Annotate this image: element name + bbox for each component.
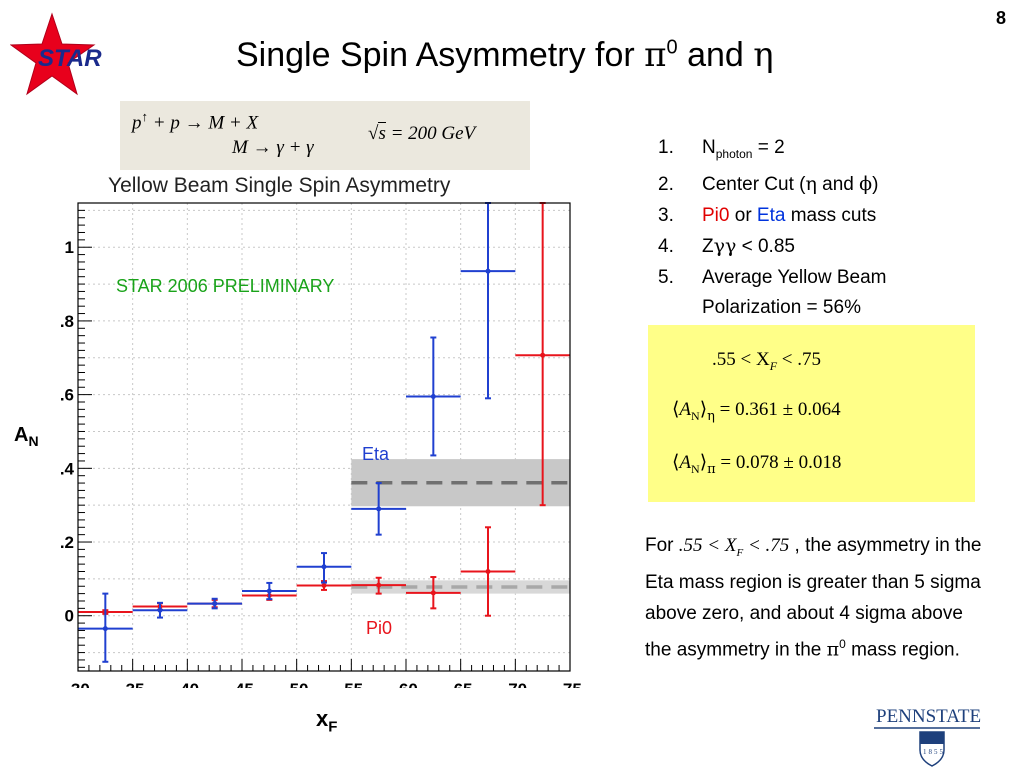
pi0-asymmetry-result: ⟨AN⟩π = 0.078 ± 0.018 <box>672 452 842 477</box>
series-layer <box>78 202 570 663</box>
x-tick-label-0: .30 <box>66 680 90 688</box>
eta-point-2 <box>187 597 242 610</box>
band-layer <box>351 459 570 594</box>
criterion-4: 4. Zγγ < 0.85 <box>658 235 795 258</box>
pi0-point-5 <box>351 576 406 595</box>
criterion-5: 5. Average Yellow Beam <box>658 266 887 288</box>
pi0-marker-8 <box>540 352 546 358</box>
eta-point-4 <box>296 552 352 584</box>
sqrt-s-formula: √s = 200 GeV <box>368 122 476 144</box>
x-tick-label-1: .35 <box>121 680 145 688</box>
pennstate-year: 1855 <box>923 748 945 756</box>
pennstate-wordmark: PENNSTATE <box>876 706 981 727</box>
criterion-3: 3. Pi0 or Eta mass cuts <box>658 204 877 226</box>
pi0-marker-6 <box>430 590 436 596</box>
eta-series-label: Eta <box>362 444 390 464</box>
chart-title: Yellow Beam Single Spin Asymmetry <box>108 174 451 197</box>
y-tick-label-4: 0.8 <box>60 312 74 331</box>
x-tick-label-7: .65 <box>449 680 473 688</box>
y-tick-label-1: 0.2 <box>60 533 74 552</box>
eta-point-1 <box>132 601 188 619</box>
pi0-marker-7 <box>485 569 491 575</box>
pi0-point-6 <box>406 576 461 610</box>
x-tick-label-3: .45 <box>230 680 254 688</box>
title-prefix: Single Spin Asymmetry for <box>236 36 645 74</box>
criterion-2: 2. Center Cut (η and ϕ) <box>658 173 879 196</box>
reaction-line-1: p↑ + p → M + X <box>132 109 259 134</box>
eta-marker-1 <box>157 607 163 613</box>
eta-point-0 <box>78 592 133 663</box>
pi0-marker-5 <box>376 582 382 588</box>
x-tick-label-8: .70 <box>504 680 528 688</box>
eta-marker-5 <box>376 506 382 512</box>
star-logo-text: STAR <box>38 45 102 72</box>
pennstate-logo: PENNSTATE 1855 <box>874 706 981 767</box>
eta-marker-3 <box>266 588 272 594</box>
eta-marker-4 <box>321 564 327 570</box>
pi0-marker-4 <box>321 583 327 589</box>
eta-marker-0 <box>102 626 108 632</box>
title-pi-sup: 0 <box>666 36 678 59</box>
x-tick-label-5: .55 <box>340 680 364 688</box>
slide-number: 8 <box>996 8 1007 28</box>
axes-frame <box>77 202 571 672</box>
star-logo: STAR <box>10 12 102 96</box>
conclusion-text: For .55 < XF < .75 , the asymmetry in th… <box>645 535 982 661</box>
criterion-5-continued: Polarization = 56% <box>702 297 861 319</box>
y-axis-label: AN <box>14 424 39 449</box>
asymmetry-chart: .30 .35 .40 .45 .50 .55 .60 .65 .70 .75 0 0.2 0.4 0.6… <box>60 202 582 688</box>
title-and: and <box>677 36 754 74</box>
x-tick-label-2: .40 <box>176 680 200 688</box>
y-tick-label-2: 0.4 <box>60 459 75 478</box>
title-pi: π <box>644 35 667 75</box>
slide-title: Single Spin Asymmetry for π0 and η <box>236 35 774 75</box>
star-shape <box>10 12 96 96</box>
pi0-series-label: Pi0 <box>366 618 392 638</box>
eta-asymmetry-result: ⟨AN⟩η = 0.361 ± 0.064 <box>672 399 841 424</box>
eta-point-3 <box>242 581 297 601</box>
eta-marker-7 <box>485 268 491 274</box>
eta-point-5 <box>351 482 406 536</box>
eta-marker-6 <box>430 393 436 399</box>
x-tick-label-9: .75 <box>558 680 582 688</box>
selection-criteria-list: 1. Nphoton = 2 2. Center Cut (η and ϕ) 3. P… <box>658 133 887 324</box>
y-tick-label-0: 0 <box>65 607 74 626</box>
y-tick-label-5: 1 <box>65 238 74 257</box>
results-box: .55 < XF < .75 ⟨AN⟩η = 0.361 ± 0.064 ⟨AN… <box>648 325 975 502</box>
pi0-point-7 <box>460 526 516 617</box>
y-tick-label-3: 0.6 <box>60 386 74 405</box>
x-tick-label-6: .60 <box>394 680 418 688</box>
axis-layer: .30 .35 .40 .45 .50 .55 .60 .65 .70 .75 0 0.2 0.4 0.6… <box>60 202 582 688</box>
reaction-formula-box: p↑ + p → M + X M → γ + γ √s = 200 GeV <box>120 101 530 170</box>
x-axis-label: xF <box>316 706 338 736</box>
x-tick-label-4: .50 <box>285 680 309 688</box>
plot-area <box>78 203 570 671</box>
title-eta: η <box>753 35 774 75</box>
eta-point-6 <box>406 336 461 457</box>
preliminary-annotation: STAR 2006 PRELIMINARY <box>116 276 334 296</box>
criterion-1: 1. Nphoton = 2 <box>658 137 785 161</box>
eta-marker-2 <box>212 601 218 607</box>
reaction-line-2: M → γ + γ <box>232 137 314 158</box>
grid-layer <box>77 203 571 671</box>
xf-range: .55 < XF < .75 <box>712 349 821 373</box>
